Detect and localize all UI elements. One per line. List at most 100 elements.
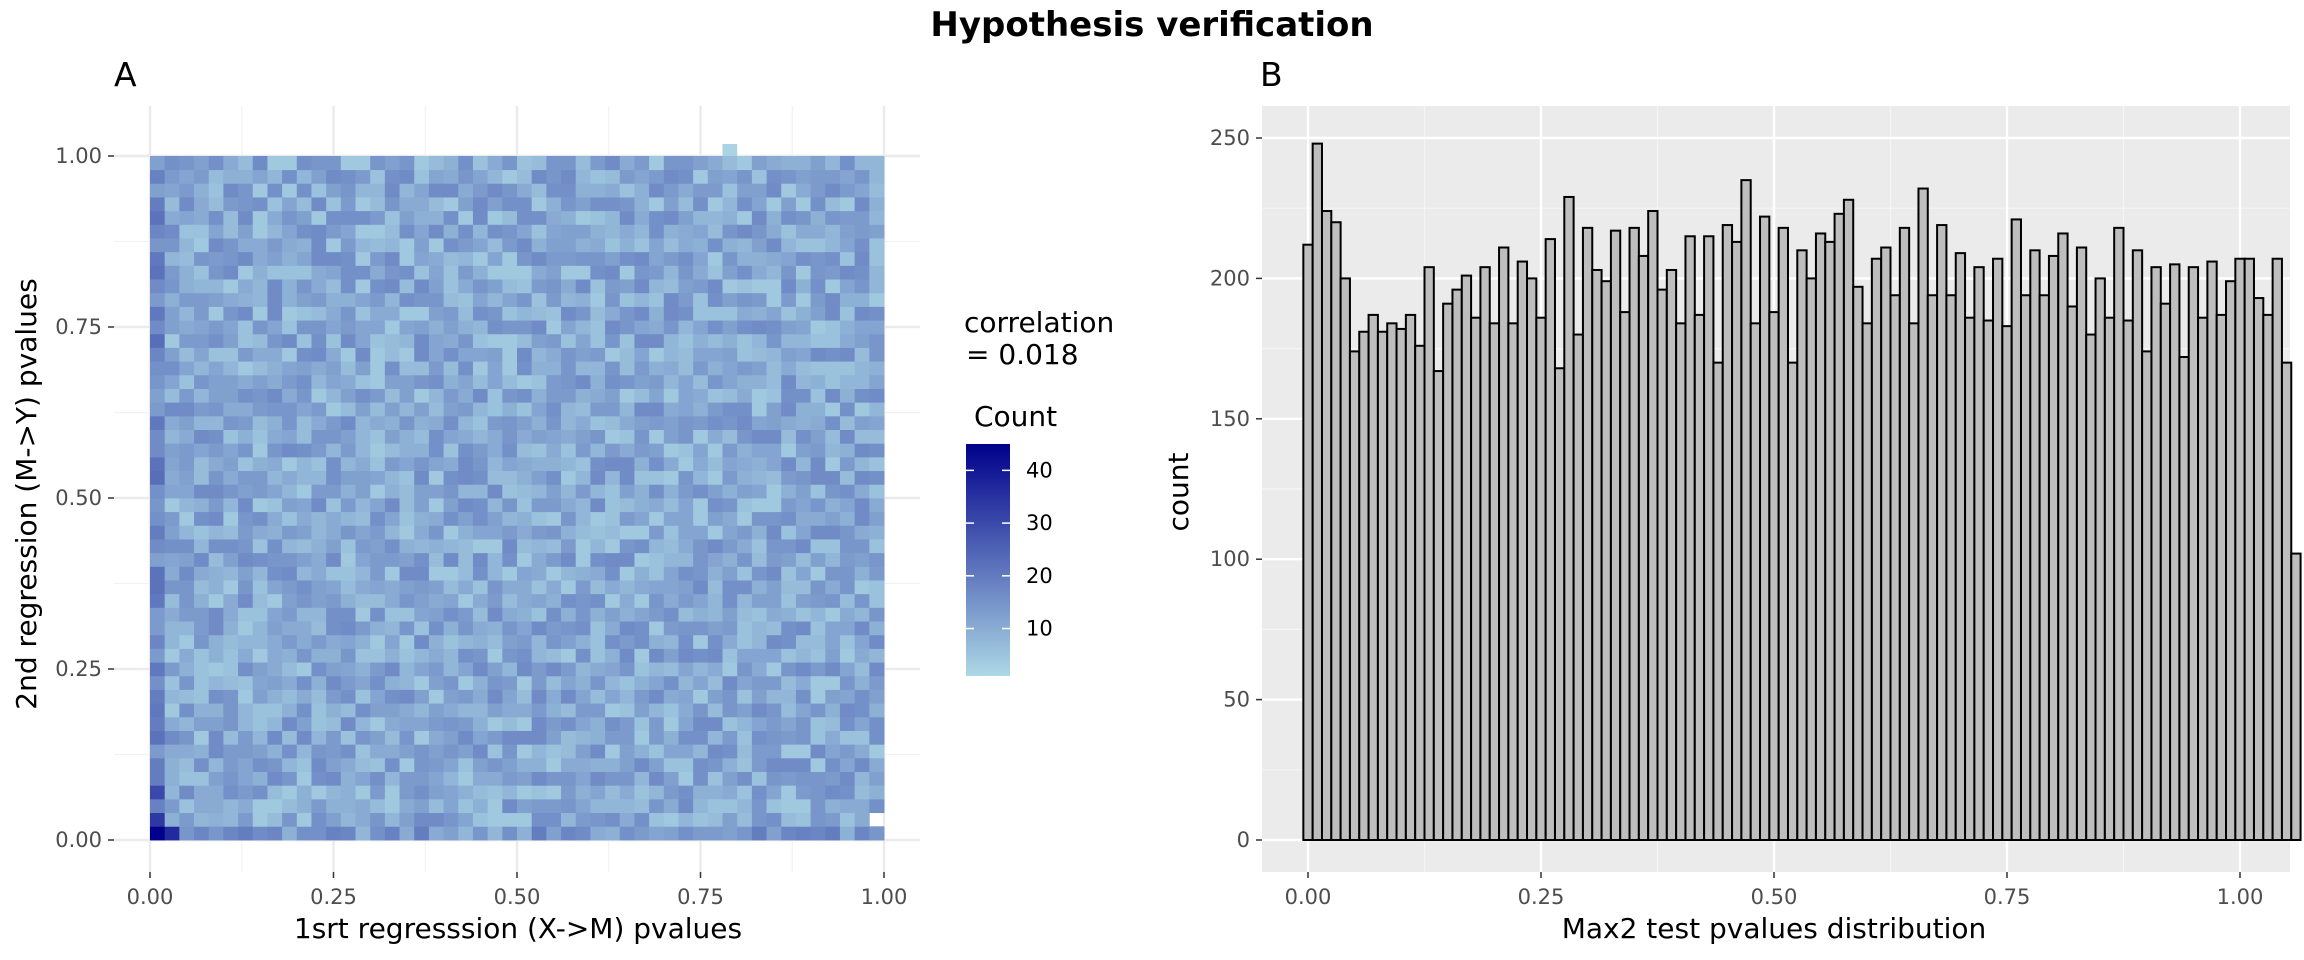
heatmap-cell <box>869 347 885 362</box>
heatmap-cell <box>766 238 782 253</box>
heatmap-cell <box>531 498 547 513</box>
heatmap-cell <box>150 498 166 513</box>
heatmap-cell <box>384 785 400 800</box>
heatmap-cell <box>678 320 694 335</box>
heatmap-cell <box>810 566 826 581</box>
histogram-bar <box>1479 266 1491 842</box>
heatmap-cell <box>472 197 489 212</box>
heatmap-cell <box>854 156 870 171</box>
heatmap-cell <box>517 429 533 444</box>
heatmap-cell <box>472 730 489 745</box>
heatmap-cell <box>766 156 782 171</box>
heatmap-cell <box>340 156 356 171</box>
heatmap-cell <box>443 292 459 307</box>
heatmap-cell <box>370 306 386 321</box>
heatmap-cell <box>590 169 606 184</box>
histogram-bar <box>2159 302 2172 842</box>
heatmap-cell <box>678 498 694 513</box>
heatmap-cell <box>531 238 547 253</box>
heatmap-cell <box>296 456 312 472</box>
heatmap-cell <box>663 265 679 280</box>
heatmap-cell <box>252 251 268 266</box>
heatmap-cell <box>605 798 621 814</box>
heatmap-cell <box>150 552 166 567</box>
heatmap-cell <box>663 361 679 376</box>
heatmap-cell <box>722 593 738 608</box>
heatmap-cell <box>825 484 841 499</box>
heatmap-cell <box>575 689 591 704</box>
y-tick-label: 0.50 <box>55 486 102 510</box>
heatmap-cell <box>649 484 665 499</box>
heatmap-cell <box>854 238 870 253</box>
heatmap-cell <box>340 320 356 335</box>
heatmap-cell <box>370 429 386 444</box>
heatmap-cell <box>443 771 459 786</box>
heatmap-cell <box>546 566 562 581</box>
heatmap-cell <box>663 566 679 581</box>
heatmap-cell <box>414 484 430 499</box>
heatmap-cell <box>355 593 371 608</box>
heatmap-cell <box>766 265 782 280</box>
heatmap-cell <box>561 388 577 403</box>
heatmap-cell <box>340 511 356 526</box>
heatmap-cell <box>810 374 826 389</box>
heatmap-cell <box>282 826 298 841</box>
heatmap-cell <box>781 689 797 704</box>
heatmap-cell <box>854 498 870 513</box>
heatmap-cell <box>487 224 503 239</box>
heatmap-cell <box>311 374 327 389</box>
heatmap-cell <box>399 224 415 239</box>
heatmap-cell <box>502 798 518 814</box>
heatmap-cell <box>795 525 811 540</box>
heatmap-cell <box>340 634 356 649</box>
heatmap-cell <box>370 456 386 472</box>
heatmap-cell <box>575 566 591 581</box>
heatmap-cell <box>590 333 606 348</box>
heatmap-cell <box>663 716 679 731</box>
heatmap-cell <box>164 238 180 253</box>
heatmap-cell <box>707 251 723 266</box>
heatmap-cell <box>311 716 327 731</box>
heatmap-cell <box>179 607 195 622</box>
heatmap-cell <box>619 361 635 376</box>
heatmap-cell <box>737 224 753 239</box>
heatmap-cell <box>267 292 283 307</box>
heatmap-cell <box>326 183 342 198</box>
heatmap-cell <box>443 238 459 253</box>
heatmap-cell <box>561 470 577 485</box>
heatmap-cell <box>428 539 444 554</box>
histogram-bar <box>1563 195 1575 842</box>
heatmap-cell <box>370 648 386 663</box>
heatmap-cell <box>707 798 723 814</box>
heatmap-cell <box>546 197 562 212</box>
heatmap-cell <box>252 498 268 513</box>
heatmap-cell <box>223 374 239 389</box>
heatmap-cell <box>370 675 386 690</box>
heatmap-cell <box>619 156 635 171</box>
heatmap-cell <box>619 675 635 690</box>
heatmap-cell <box>399 771 415 786</box>
heatmap-cell <box>751 197 767 212</box>
heatmap-cell <box>282 388 298 403</box>
heatmap-cell <box>252 798 268 814</box>
heatmap-cell <box>810 347 826 362</box>
heatmap-cell <box>517 169 533 184</box>
heatmap-cell <box>311 320 327 335</box>
heatmap-cell <box>238 511 254 526</box>
heatmap-cell <box>355 771 371 786</box>
heatmap-cell <box>472 484 489 499</box>
heatmap-cell <box>825 470 841 485</box>
heatmap-cell <box>825 374 841 389</box>
heatmap-cell <box>414 621 430 636</box>
heatmap-cell <box>443 333 459 348</box>
heatmap-cell <box>546 374 562 389</box>
y-tick-label: 200 <box>1210 266 1250 290</box>
heatmap-cell <box>384 744 400 759</box>
correlation-annotation-value: = 0.018 <box>966 338 1079 371</box>
heatmap-cell <box>766 621 782 636</box>
heatmap-cell <box>825 292 841 307</box>
heatmap-cell <box>839 703 856 718</box>
heatmap-cell <box>766 675 782 690</box>
heatmap-cell <box>150 279 166 294</box>
heatmap-cell <box>693 771 709 786</box>
